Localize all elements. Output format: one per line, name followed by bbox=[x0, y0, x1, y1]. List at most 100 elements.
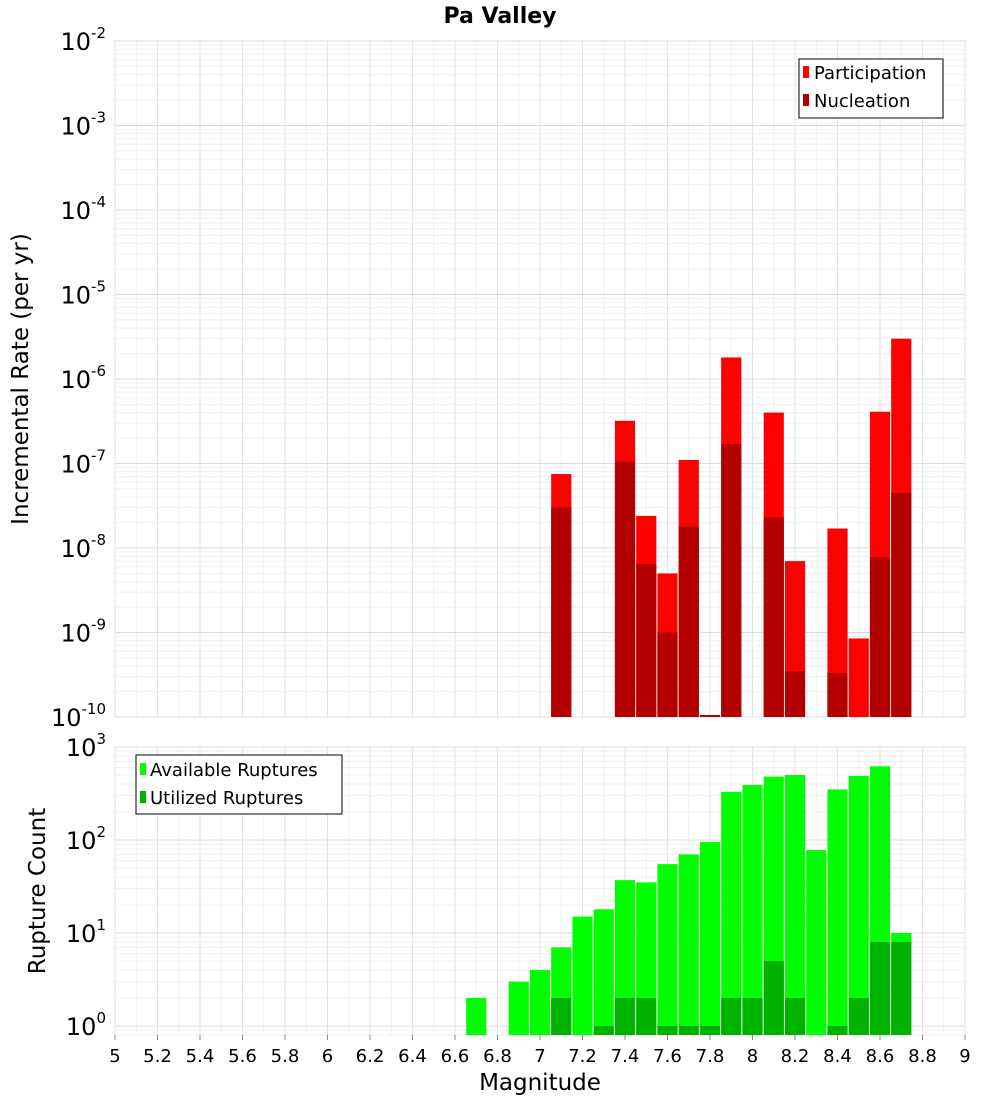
top-legend-box bbox=[798, 58, 944, 119]
bottom-y-tick-labels: 100 101 102 103 bbox=[66, 730, 106, 1041]
top-y-tick-labels: 10-10 10-9 10-8 10-7 10-6 10-5 10-4 10-3 10-2 bbox=[51, 24, 106, 732]
bottom-y-tick-label: 101 bbox=[66, 916, 106, 948]
legend-swatch-participation bbox=[803, 66, 809, 78]
x-tick-label: 6.2 bbox=[356, 1046, 385, 1067]
bottom-bar-utilized-ruptures bbox=[848, 997, 869, 1035]
x-tick-label: 6 bbox=[322, 1046, 333, 1067]
bottom-bar-utilized-ruptures bbox=[657, 1025, 678, 1035]
x-tick-label: 7.4 bbox=[611, 1046, 640, 1067]
bottom-bar-available-ruptures bbox=[784, 774, 806, 1035]
bottom-y-tick-label: 102 bbox=[66, 823, 106, 855]
x-tick-labels: 5 5.2 5.4 5.6 5.8 6 6.2 6.4 6.6 6.8 7 7.2 7.4 7.6 7.8 8… bbox=[109, 1035, 971, 1067]
x-tick-label: 8.8 bbox=[908, 1046, 937, 1067]
bottom-bars bbox=[466, 766, 912, 1035]
bottom-bar-utilized-ruptures bbox=[827, 1025, 848, 1035]
bottom-bar-available-ruptures bbox=[466, 997, 487, 1035]
bottom-bar-utilized-ruptures bbox=[869, 942, 891, 1035]
bottom-bar-available-ruptures bbox=[657, 864, 678, 1035]
legend-label-participation: Participation bbox=[814, 63, 926, 84]
top-y-tick-label: 10-8 bbox=[60, 531, 106, 563]
top-y-axis-label: Incremental Rate (per yr) bbox=[8, 233, 34, 525]
bottom-bar-utilized-ruptures bbox=[891, 942, 912, 1035]
legend-label-available: Available Ruptures bbox=[150, 760, 318, 781]
legend-swatch-nucleation bbox=[803, 94, 809, 106]
top-legend: Participation Nucleation bbox=[798, 58, 944, 119]
x-tick-label: 8.2 bbox=[781, 1046, 810, 1067]
bottom-bar-utilized-ruptures bbox=[742, 997, 763, 1035]
legend-swatch-utilized bbox=[140, 791, 146, 803]
top-bar-nucleation bbox=[699, 715, 721, 717]
top-y-tick-label: 10-7 bbox=[60, 447, 106, 479]
bottom-bar-available-ruptures bbox=[593, 909, 614, 1035]
legend-label-nucleation: Nucleation bbox=[814, 91, 910, 112]
top-bar-nucleation bbox=[891, 492, 912, 717]
bottom-bar-available-ruptures bbox=[827, 789, 848, 1035]
bottom-bar-available-ruptures bbox=[572, 916, 593, 1035]
top-bar-participation bbox=[848, 638, 869, 717]
bottom-bar-utilized-ruptures bbox=[636, 997, 657, 1035]
top-gridlines bbox=[114, 40, 966, 718]
top-bar-nucleation bbox=[869, 557, 891, 717]
bottom-bar-utilized-ruptures bbox=[551, 997, 572, 1035]
x-tick-label: 5.2 bbox=[143, 1046, 172, 1067]
top-y-tick-label: 10-3 bbox=[60, 109, 106, 141]
top-bar-nucleation bbox=[784, 671, 806, 717]
bottom-bar-available-ruptures bbox=[529, 969, 551, 1035]
x-tick-label: 6.8 bbox=[483, 1046, 512, 1067]
top-bar-nucleation bbox=[657, 632, 678, 717]
bottom-bar-available-ruptures bbox=[636, 882, 657, 1035]
top-bar-nucleation bbox=[678, 526, 699, 717]
bottom-y-axis-label: Rupture Count bbox=[25, 808, 51, 974]
top-bar-nucleation bbox=[551, 507, 572, 717]
x-tick-label: 6.6 bbox=[441, 1046, 470, 1067]
top-bar-nucleation bbox=[614, 461, 636, 717]
x-tick-label: 7.8 bbox=[696, 1046, 725, 1067]
x-tick-label: 5.8 bbox=[271, 1046, 300, 1067]
bottom-bar-utilized-ruptures bbox=[593, 1025, 614, 1035]
top-y-tick-label: 10-2 bbox=[60, 24, 106, 56]
top-bar-nucleation bbox=[636, 563, 657, 717]
x-tick-label: 5 bbox=[109, 1046, 120, 1067]
bottom-bar-available-ruptures bbox=[678, 854, 699, 1035]
bottom-bar-available-ruptures bbox=[742, 785, 763, 1035]
top-y-tick-label: 10-4 bbox=[60, 193, 106, 225]
bottom-bar-utilized-ruptures bbox=[678, 1025, 699, 1035]
bottom-bar-available-ruptures bbox=[614, 880, 636, 1035]
top-y-tick-label: 10-6 bbox=[60, 362, 106, 394]
x-tick-label: 8.4 bbox=[823, 1046, 852, 1067]
top-bar-participation bbox=[827, 528, 848, 717]
bottom-bar-utilized-ruptures bbox=[784, 997, 806, 1035]
top-y-tick-label: 10-5 bbox=[60, 278, 106, 310]
bottom-bar-available-ruptures bbox=[699, 842, 721, 1035]
top-bar-nucleation bbox=[721, 444, 742, 717]
x-tick-label: 6.4 bbox=[398, 1046, 427, 1067]
x-axis-label: Magnitude bbox=[479, 1070, 601, 1096]
legend-swatch-available bbox=[140, 763, 146, 775]
x-tick-label: 9 bbox=[959, 1046, 970, 1067]
top-y-tick-label: 10-9 bbox=[60, 616, 106, 648]
bottom-bar-available-ruptures bbox=[848, 775, 869, 1035]
bottom-legend: Available Ruptures Utilized Ruptures bbox=[135, 754, 343, 815]
bottom-bar-available-ruptures bbox=[806, 850, 827, 1035]
x-tick-label: 8 bbox=[747, 1046, 758, 1067]
x-tick-label: 7 bbox=[534, 1046, 545, 1067]
chart-title: Pa Valley bbox=[443, 4, 556, 29]
top-bars bbox=[551, 338, 912, 717]
bottom-bar-utilized-ruptures bbox=[614, 997, 636, 1035]
bottom-bar-utilized-ruptures bbox=[721, 997, 742, 1035]
bottom-bar-utilized-ruptures bbox=[699, 1025, 721, 1035]
x-tick-label: 5.6 bbox=[228, 1046, 257, 1067]
bottom-bar-available-ruptures bbox=[508, 981, 529, 1035]
x-tick-label: 7.6 bbox=[653, 1046, 682, 1067]
bottom-y-tick-label: 103 bbox=[66, 730, 106, 762]
top-bar-nucleation bbox=[827, 673, 848, 717]
bottom-legend-box bbox=[135, 754, 343, 815]
x-tick-label: 5.4 bbox=[186, 1046, 215, 1067]
legend-label-utilized: Utilized Ruptures bbox=[150, 788, 303, 809]
x-tick-label: 8.6 bbox=[866, 1046, 895, 1067]
top-bar-nucleation bbox=[763, 517, 784, 717]
x-tick-label: 7.2 bbox=[568, 1046, 597, 1067]
top-y-tick-label: 10-10 bbox=[51, 700, 106, 732]
bottom-bar-utilized-ruptures bbox=[763, 960, 784, 1035]
